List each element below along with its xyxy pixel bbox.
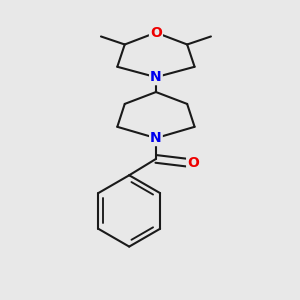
Text: O: O xyxy=(150,26,162,40)
Text: N: N xyxy=(150,70,162,84)
Text: N: N xyxy=(150,131,162,145)
Text: O: O xyxy=(187,156,199,170)
